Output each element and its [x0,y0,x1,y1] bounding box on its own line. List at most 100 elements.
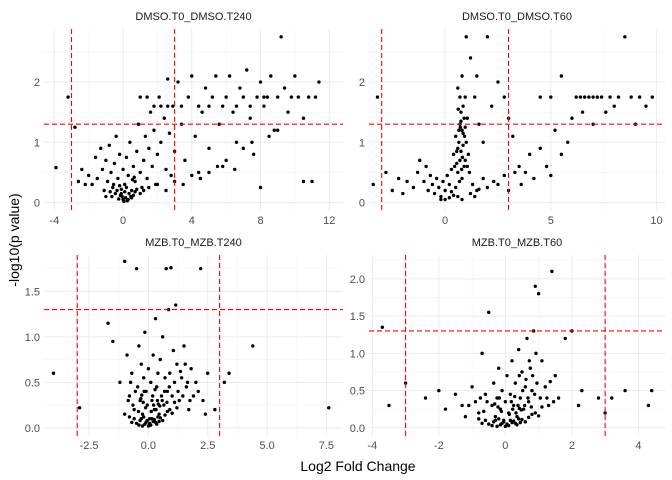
data-point [154,407,158,412]
data-point [467,403,471,408]
data-point [165,400,169,405]
data-point [449,167,454,172]
x-tick-label: 10 [650,215,662,227]
panel-title: DMSO.T0_DMSO.T60 [462,11,572,23]
data-point [196,389,200,394]
data-point [310,179,314,184]
data-point [124,155,129,160]
data-point [248,104,252,108]
data-point [495,396,499,400]
data-point [206,371,210,375]
data-point [418,158,422,163]
data-point [506,423,511,428]
data-point [185,380,190,385]
data-point [118,193,123,198]
data-point [599,95,604,99]
data-point [140,185,144,190]
y-tick-label: 1 [34,137,40,149]
data-point [146,366,151,371]
data-point [523,385,528,389]
x-tick-label: 0 [502,440,508,452]
data-point [149,380,153,385]
data-point [127,415,132,419]
data-point [464,140,468,144]
data-point [456,146,460,151]
data-point [485,400,489,404]
panel-4: MZB.T0_MZB.T60 -4 -2 0 2 4 0.0 0.5 1.0 1.5 2.0 [350,237,665,452]
data-point [54,165,58,170]
data-point [141,400,145,405]
data-point [453,185,458,190]
data-point [459,149,463,154]
data-point [86,173,91,178]
data-point [108,190,112,194]
x-tick-label: 0 [120,215,126,227]
data-point [111,182,116,187]
data-point [160,398,164,403]
data-point [166,77,170,81]
data-point [536,292,541,296]
data-point [467,170,472,175]
data-point [595,95,600,99]
data-point [578,95,583,99]
data-point [556,396,561,400]
data-point [650,95,655,99]
data-point [122,199,126,204]
data-point [189,366,193,371]
data-point [128,140,132,144]
data-point [143,330,147,335]
data-point [183,362,187,366]
data-point [517,373,522,378]
data-point [99,146,103,151]
data-point [457,140,461,144]
data-point [182,344,186,348]
data-point [530,373,535,378]
data-point [535,381,539,385]
data-point [73,125,77,129]
data-point [546,403,551,408]
data-point [279,35,283,39]
data-point [646,403,651,408]
data-point [487,422,491,426]
x-tick-label: 4 [189,215,195,227]
data-point [477,411,481,415]
data-point [423,396,428,400]
y-tick-label: 1.5 [350,311,365,323]
data-point [130,371,134,375]
data-point [293,74,297,78]
data-point [538,396,542,400]
data-point [371,182,375,187]
data-point [190,74,194,78]
data-point [140,424,145,428]
data-point [134,421,139,425]
data-point [516,403,520,408]
data-point [490,423,494,428]
x-tick-label: 0.0 [141,440,156,452]
data-point [184,385,189,389]
data-point [511,403,516,408]
data-point [644,104,648,108]
data-point [549,95,553,99]
data-point [439,194,443,199]
data-point [502,173,507,178]
data-point [80,167,84,172]
data-point [396,176,401,181]
data-point [499,409,504,414]
data-point [251,344,255,348]
panel-2: DMSO.T0_DMSO.T60 0 5 10 0 1 2 [359,11,665,227]
data-point [234,104,239,108]
data-point [194,380,198,385]
data-point [443,188,447,193]
data-point [171,104,175,108]
data-point [496,405,500,409]
data-point [463,95,467,99]
data-point [510,359,514,363]
data-point [159,394,164,398]
data-point [525,336,529,341]
data-point [150,394,155,398]
data-point [526,400,531,404]
data-point [129,188,134,193]
data-point [500,388,504,393]
data-point [155,398,160,403]
data-point [156,371,160,375]
